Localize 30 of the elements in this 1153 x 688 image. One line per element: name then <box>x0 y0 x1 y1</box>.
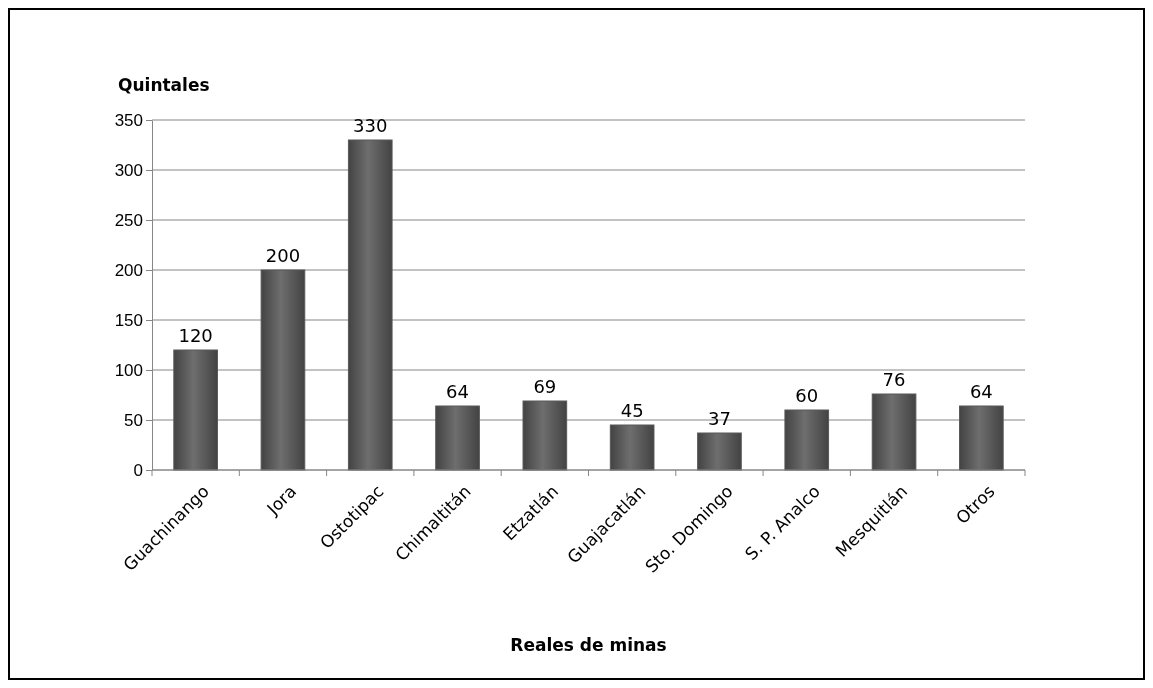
data-label: 60 <box>795 385 819 406</box>
bar <box>435 405 480 471</box>
data-label: 330 <box>353 115 388 136</box>
y-tick-label: 250 <box>114 210 143 230</box>
y-tick-label: 300 <box>114 160 143 180</box>
data-label: 37 <box>708 408 731 429</box>
y-tick-label: 100 <box>114 360 143 380</box>
data-label: 200 <box>265 245 301 266</box>
bar <box>609 424 655 471</box>
bar <box>173 349 218 471</box>
data-label: 76 <box>882 369 906 390</box>
y-tick-label: 350 <box>114 110 143 130</box>
x-axis-title: Reales de minas <box>510 635 667 655</box>
data-label: 120 <box>178 325 213 346</box>
bar <box>871 393 917 471</box>
bar <box>697 432 742 471</box>
data-label: 69 <box>533 376 557 397</box>
data-label: 64 <box>446 381 469 402</box>
bar <box>347 139 393 471</box>
bar <box>784 409 830 471</box>
bar <box>522 400 568 471</box>
y-tick-label: 150 <box>114 310 143 330</box>
y-tick-label: 0 <box>133 460 143 480</box>
y-tick-label: 200 <box>114 260 143 280</box>
bar <box>959 405 1004 471</box>
y-tick-label: 50 <box>124 410 143 430</box>
bar <box>260 269 306 471</box>
data-label: 64 <box>969 381 993 402</box>
y-axis-title: Quintales <box>118 75 210 95</box>
data-label: 45 <box>620 400 644 421</box>
